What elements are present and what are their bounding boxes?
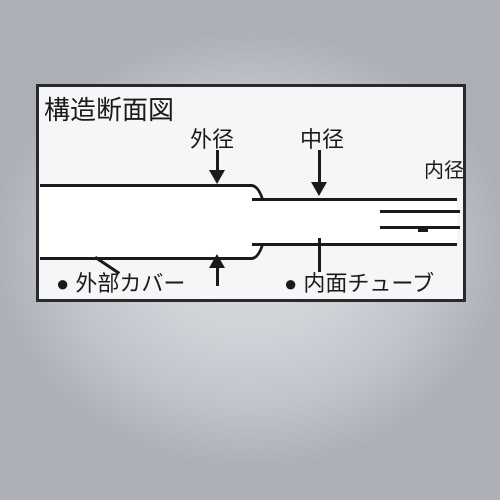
tube-inner — [252, 198, 457, 246]
inner-tube-label: ● 内面チューブ — [284, 266, 434, 298]
mid-dia-arrow-down — [311, 182, 327, 196]
outer-dia-arrow-stem-bottom — [216, 266, 219, 286]
inner-diameter-label: 内径 — [424, 154, 464, 183]
outer-dia-arrow-up — [209, 254, 225, 268]
outer-dia-arrow-stem-top — [216, 150, 219, 172]
inner-dia-bracket-bottom — [418, 229, 428, 232]
inner-dia-bracket-top — [418, 210, 428, 213]
middle-diameter-label: 中径 — [300, 122, 344, 154]
outer-cover-label: ● 外部カバー — [56, 266, 185, 298]
outer-dia-arrow-down — [209, 170, 225, 184]
mid-dia-arrow-stem — [318, 150, 321, 184]
panel-title: 構造断面図 — [44, 90, 174, 127]
inner-tube-leader — [318, 238, 321, 272]
outer-diameter-label: 外径 — [190, 122, 234, 154]
tube-outer-cover — [40, 184, 252, 260]
